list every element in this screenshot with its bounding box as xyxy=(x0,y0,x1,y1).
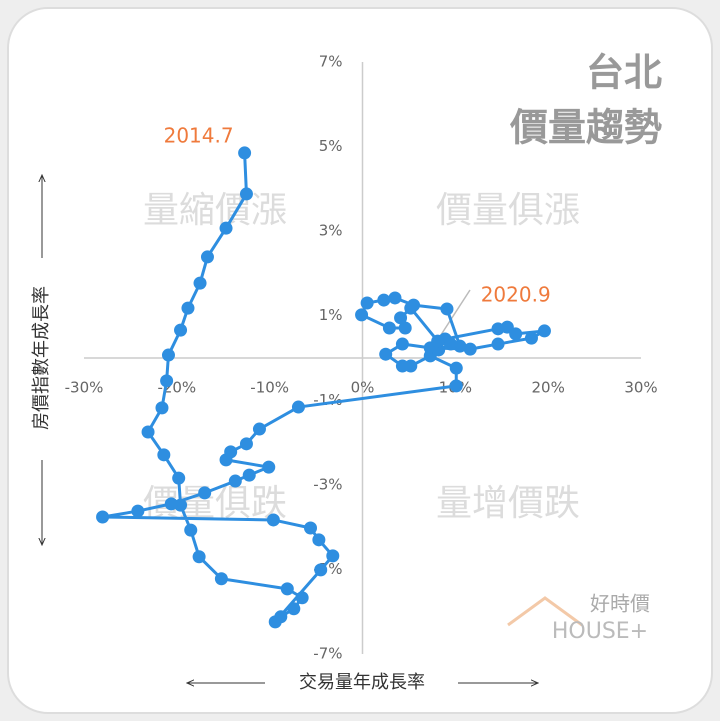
point xyxy=(160,374,174,388)
point xyxy=(312,533,326,547)
point xyxy=(395,359,409,373)
point xyxy=(379,347,393,361)
point xyxy=(161,348,175,362)
point xyxy=(252,422,266,436)
point xyxy=(224,445,238,459)
point xyxy=(268,615,282,629)
point xyxy=(395,337,409,351)
y-tick-label: 3% xyxy=(319,222,343,240)
point xyxy=(184,523,198,537)
point xyxy=(155,401,169,415)
point xyxy=(280,582,294,596)
card xyxy=(7,7,713,714)
point xyxy=(463,342,477,356)
y-tick-label: -1% xyxy=(313,391,342,409)
point xyxy=(449,379,463,393)
point xyxy=(181,301,195,315)
point xyxy=(431,334,445,348)
point xyxy=(388,291,402,305)
point xyxy=(214,572,228,586)
point xyxy=(326,549,340,563)
y-tick-label: 1% xyxy=(319,306,343,324)
point xyxy=(382,321,396,335)
y-tick-label: 7% xyxy=(319,53,343,71)
point xyxy=(524,331,538,345)
point xyxy=(141,425,155,439)
point xyxy=(355,308,369,322)
chart-title: 台北 xyxy=(586,51,662,95)
x-tick-label: -30% xyxy=(65,379,104,397)
y-tick-label: 5% xyxy=(319,137,343,155)
point xyxy=(96,510,110,524)
point xyxy=(239,437,253,451)
annotation: 2020.9 xyxy=(481,283,551,307)
y-axis-label: 房價指數年成長率 xyxy=(31,286,52,430)
chart-subtitle: 價量趨勢 xyxy=(509,106,662,150)
point xyxy=(174,323,188,337)
quadrant-label: 量縮價漲 xyxy=(143,190,287,231)
point xyxy=(360,296,374,310)
x-tick-label: -10% xyxy=(250,379,289,397)
point xyxy=(239,187,253,201)
x-tick-label: 30% xyxy=(624,379,657,397)
point xyxy=(157,448,171,462)
x-tick-label: 0% xyxy=(351,379,375,397)
point xyxy=(262,460,276,474)
y-tick-label: -3% xyxy=(313,475,342,493)
point xyxy=(491,322,505,336)
point xyxy=(200,250,214,264)
point xyxy=(314,563,328,577)
point xyxy=(219,221,233,235)
point xyxy=(491,337,505,351)
point xyxy=(304,521,318,535)
x-tick-label: 20% xyxy=(531,379,564,397)
point xyxy=(394,311,408,325)
leader-line xyxy=(436,289,471,342)
annotation: 2014.7 xyxy=(164,123,234,147)
point xyxy=(377,293,391,307)
point xyxy=(287,602,301,616)
point xyxy=(398,321,412,335)
quadrant-label: 量增價跌 xyxy=(436,483,580,524)
point xyxy=(404,301,418,315)
logo-text: 好時價 xyxy=(590,592,650,616)
logo-sub: HOUSE+ xyxy=(552,619,648,644)
point xyxy=(266,513,280,527)
point xyxy=(172,471,186,485)
logo: 好時價 HOUSE+ xyxy=(507,592,650,644)
x-axis-label: 交易量年成長率 xyxy=(299,672,425,693)
point xyxy=(164,497,178,511)
point xyxy=(449,361,463,375)
point xyxy=(131,504,145,518)
point xyxy=(291,400,305,414)
y-tick-label: -7% xyxy=(313,645,342,663)
point xyxy=(537,324,551,338)
point xyxy=(228,474,242,488)
point xyxy=(440,302,454,316)
point xyxy=(238,146,252,160)
point xyxy=(453,339,467,353)
quadrant-label: 價量俱漲 xyxy=(436,190,580,231)
point xyxy=(198,486,212,500)
point xyxy=(295,591,309,605)
point xyxy=(242,468,256,482)
point xyxy=(193,276,207,290)
point xyxy=(192,550,206,564)
